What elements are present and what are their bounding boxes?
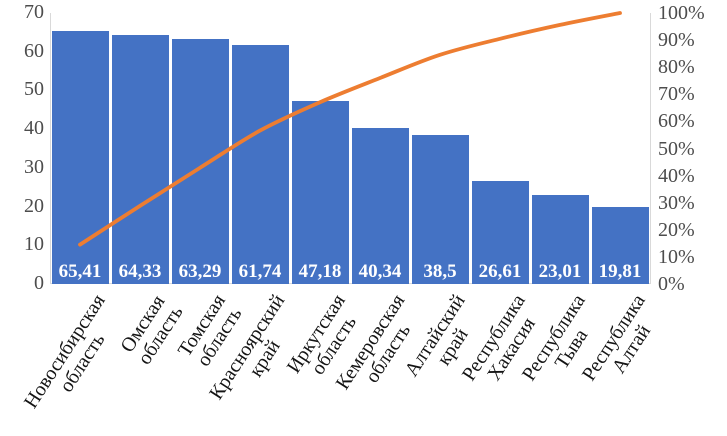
bar-value-label: 64,33: [118, 261, 162, 282]
left-axis-tick: 70: [24, 1, 44, 23]
bar-value-label: 38,5: [423, 261, 457, 282]
bar-value-label: 63,29: [178, 261, 222, 282]
left-axis-tick: 30: [24, 155, 44, 178]
bar: [51, 30, 109, 284]
right-axis-tick: 0%: [658, 273, 685, 295]
left-axis-tick: 40: [24, 117, 44, 140]
right-axis-tick: 20%: [658, 218, 695, 241]
bar-value-label: 65,41: [58, 261, 102, 282]
right-axis-tick: 60%: [658, 110, 695, 133]
bar: [591, 207, 649, 284]
bar: [351, 127, 409, 284]
right-axis-tick: 90%: [658, 29, 695, 52]
bar-value-label: 26,61: [478, 261, 522, 282]
left-axis-tick: 50: [24, 78, 44, 101]
left-axis-tick: 10: [24, 233, 44, 256]
bar-value-label: 19,81: [598, 261, 642, 282]
right-axis-tick: 70%: [658, 83, 695, 106]
bar: [231, 44, 289, 284]
left-axis-tick: 20: [24, 194, 44, 217]
cumulative-percent-line: [78, 11, 622, 247]
bar: [531, 194, 589, 284]
bar: [111, 34, 169, 284]
bar-value-label: 23,01: [538, 261, 582, 282]
bar-value-label: 47,18: [298, 261, 342, 282]
right-axis-tick: 40%: [658, 164, 695, 187]
right-axis-tick: 80%: [658, 56, 695, 79]
bar: [171, 38, 229, 284]
bar: [291, 101, 349, 284]
left-axis-tick: 0: [34, 272, 44, 294]
bar-value-label: 61,74: [238, 261, 282, 282]
right-axis-tick: 50%: [658, 137, 695, 160]
bar-value-label: 40,34: [358, 261, 402, 282]
right-axis-tick: 30%: [658, 191, 695, 214]
bar: [411, 134, 469, 284]
right-axis-tick: 10%: [658, 245, 695, 268]
left-axis-tick: 60: [24, 39, 44, 62]
right-axis-tick: 100%: [658, 2, 705, 24]
plot-area: [50, 13, 651, 284]
bar: [471, 180, 529, 284]
